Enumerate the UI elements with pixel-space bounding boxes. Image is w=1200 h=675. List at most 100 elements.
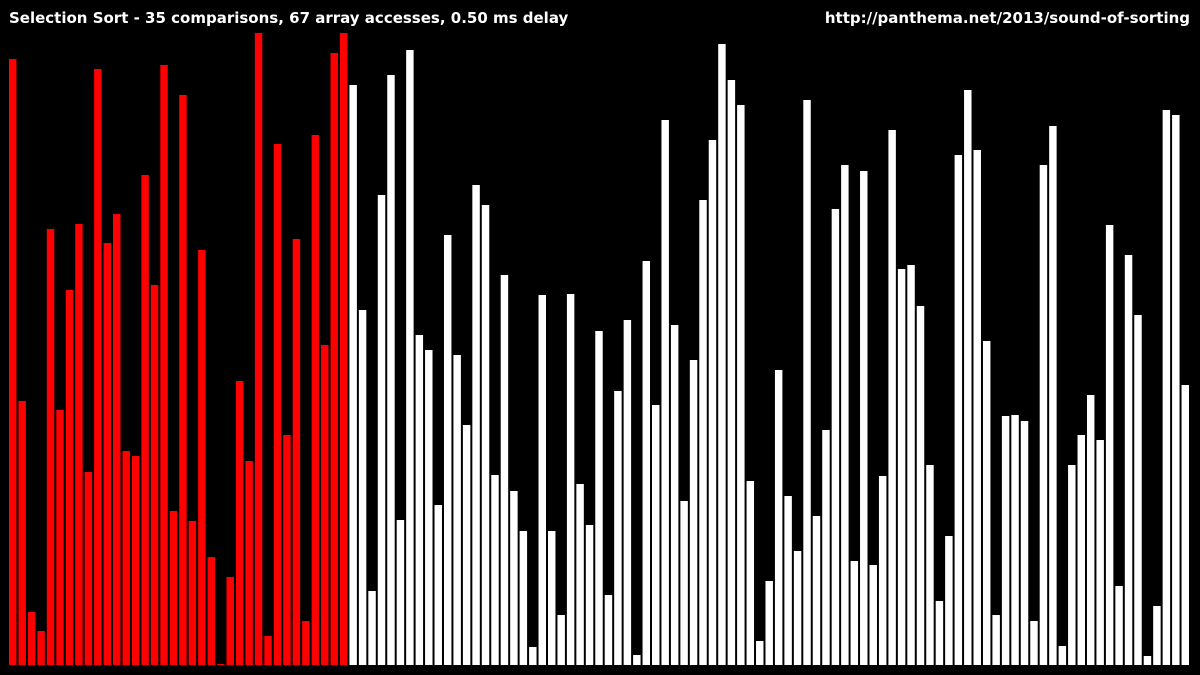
bar-unsorted <box>614 391 622 665</box>
bar-unsorted <box>888 130 896 665</box>
bar-unsorted <box>547 531 556 665</box>
bar-unsorted <box>812 516 821 665</box>
bar-unsorted <box>822 430 830 665</box>
bar-unsorted <box>670 325 679 665</box>
bar-sorted <box>56 410 64 665</box>
bar-unsorted <box>396 520 405 665</box>
bar-sorted <box>18 401 26 665</box>
bar-unsorted <box>425 350 433 665</box>
bar-unsorted <box>1134 315 1142 665</box>
bar-unsorted <box>633 655 641 665</box>
bar-unsorted <box>415 335 424 665</box>
bar-sorted <box>84 472 93 665</box>
bar-unsorted <box>765 581 773 665</box>
bar-unsorted <box>661 120 669 665</box>
bar-unsorted <box>453 355 461 665</box>
bar-unsorted <box>689 360 698 665</box>
bar-unsorted <box>1172 115 1180 665</box>
bar-unsorted <box>945 536 953 665</box>
bar-unsorted <box>916 306 925 665</box>
status-text: Selection Sort - 35 comparisons, 67 arra… <box>9 9 569 27</box>
bar-unsorted <box>1162 110 1171 665</box>
bar-unsorted <box>1068 465 1076 665</box>
bar-unsorted <box>841 165 849 665</box>
bar-unsorted <box>699 200 707 665</box>
bar-unsorted <box>727 80 736 665</box>
bar-unsorted <box>349 85 357 665</box>
bar-unsorted <box>491 475 499 665</box>
source-url: http://panthema.net/2013/sound-of-sortin… <box>824 9 1190 27</box>
bar-sorted <box>245 461 253 665</box>
bar-unsorted <box>869 565 877 665</box>
bar-unsorted <box>434 505 442 665</box>
bar-unsorted <box>566 294 575 665</box>
bar-unsorted <box>585 525 594 665</box>
bar-unsorted <box>935 601 944 665</box>
bar-unsorted <box>831 209 840 665</box>
bar-sorted <box>150 285 159 665</box>
bar-unsorted <box>964 90 972 665</box>
bar-unsorted <box>793 551 802 665</box>
bar-unsorted <box>784 496 792 665</box>
bar-sorted <box>254 33 263 665</box>
bar-sorted <box>330 53 338 665</box>
bar-unsorted <box>557 615 565 665</box>
bar-unsorted <box>1030 621 1038 665</box>
bar-unsorted <box>850 561 859 665</box>
bar-sorted <box>9 59 17 665</box>
bar-sorted <box>141 175 149 665</box>
bar-unsorted <box>481 205 490 665</box>
bar-unsorted <box>377 195 386 665</box>
bar-sorted <box>207 557 216 665</box>
bar-unsorted <box>774 370 783 665</box>
bar-unsorted <box>803 100 811 665</box>
bar-sorted <box>311 135 320 665</box>
bar-sorted <box>46 229 55 665</box>
bar-unsorted <box>1115 586 1123 665</box>
bar-unsorted <box>1058 646 1067 665</box>
bar-unsorted <box>529 647 537 665</box>
bar-unsorted <box>358 310 367 665</box>
bar-unsorted <box>1077 435 1085 665</box>
bar-unsorted <box>708 140 717 665</box>
bar-unsorted <box>982 341 991 665</box>
bar-unsorted <box>406 50 414 665</box>
bar-unsorted <box>519 531 528 665</box>
bar-unsorted <box>604 595 613 665</box>
bar-unsorted <box>387 75 395 665</box>
bar-unsorted <box>926 465 934 665</box>
bar-sorted <box>169 511 178 665</box>
bar-unsorted <box>954 155 963 665</box>
bar-unsorted <box>1096 440 1104 665</box>
bar-sorted <box>339 33 348 665</box>
bar-unsorted <box>878 476 887 665</box>
bar-unsorted <box>462 425 471 665</box>
bar-unsorted <box>737 105 745 665</box>
bar-sorted <box>273 144 282 665</box>
bar-sorted <box>321 345 329 665</box>
bar-unsorted <box>642 261 651 665</box>
bar-sorted <box>283 435 291 665</box>
bar-unsorted <box>595 331 603 665</box>
bar-unsorted <box>652 405 660 665</box>
bar-sorted <box>292 239 301 665</box>
bar-unsorted <box>1153 606 1161 665</box>
bar-unsorted <box>576 484 584 665</box>
bar-unsorted <box>1001 416 1010 665</box>
bar-unsorted <box>1124 255 1133 665</box>
bar-unsorted <box>1049 126 1057 665</box>
bar-unsorted <box>1011 415 1019 665</box>
bar-sorted <box>179 95 187 665</box>
bar-unsorted <box>1020 421 1029 665</box>
bar-unsorted <box>510 491 518 665</box>
bar-sorted <box>65 290 74 665</box>
bar-unsorted <box>443 235 452 665</box>
bar-unsorted <box>992 615 1000 665</box>
bar-sorted <box>122 451 130 665</box>
bar-unsorted <box>1143 656 1152 665</box>
bar-sorted <box>131 456 140 665</box>
bar-unsorted <box>860 171 868 665</box>
bar-unsorted <box>623 320 632 665</box>
bar-sorted <box>113 214 121 665</box>
bar-sorted <box>188 521 197 665</box>
